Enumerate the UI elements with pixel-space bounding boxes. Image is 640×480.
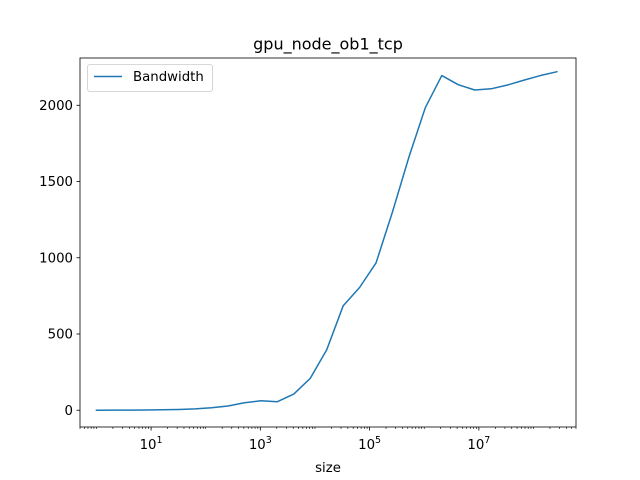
y-tick-label: 1500 — [39, 175, 73, 190]
plot-frame — [79, 57, 577, 428]
y-tick-label: 2000 — [39, 99, 73, 114]
x-tick-label-exponent: 7 — [484, 435, 490, 446]
series-line-0 — [95, 70, 558, 411]
legend: Bandwidth — [87, 64, 213, 92]
x-tick-label-exponent: 5 — [375, 435, 381, 446]
x-tick-label: 107 — [467, 435, 490, 453]
y-tick-label: 0 — [65, 404, 73, 419]
x-tick-label-base: 10 — [249, 438, 266, 453]
x-tick-label-base: 10 — [358, 438, 375, 453]
x-tick-label-base: 10 — [140, 438, 157, 453]
y-tick-label: 500 — [48, 328, 73, 343]
legend-box — [87, 64, 213, 92]
x-tick-label: 105 — [358, 435, 381, 453]
x-tick-label: 101 — [140, 435, 163, 453]
x-axis-label: size — [315, 461, 341, 476]
x-tick-label-exponent: 1 — [157, 435, 163, 446]
axes-layer — [79, 57, 577, 428]
legend-label: Bandwidth — [133, 70, 204, 85]
x-tick-label-exponent: 3 — [266, 435, 272, 446]
series-layer — [95, 70, 558, 411]
y-tick-label: 1000 — [39, 251, 73, 266]
x-tick-label: 103 — [249, 435, 272, 453]
chart-title: gpu_node_ob1_tcp — [253, 35, 403, 55]
x-tick-label-base: 10 — [467, 438, 484, 453]
